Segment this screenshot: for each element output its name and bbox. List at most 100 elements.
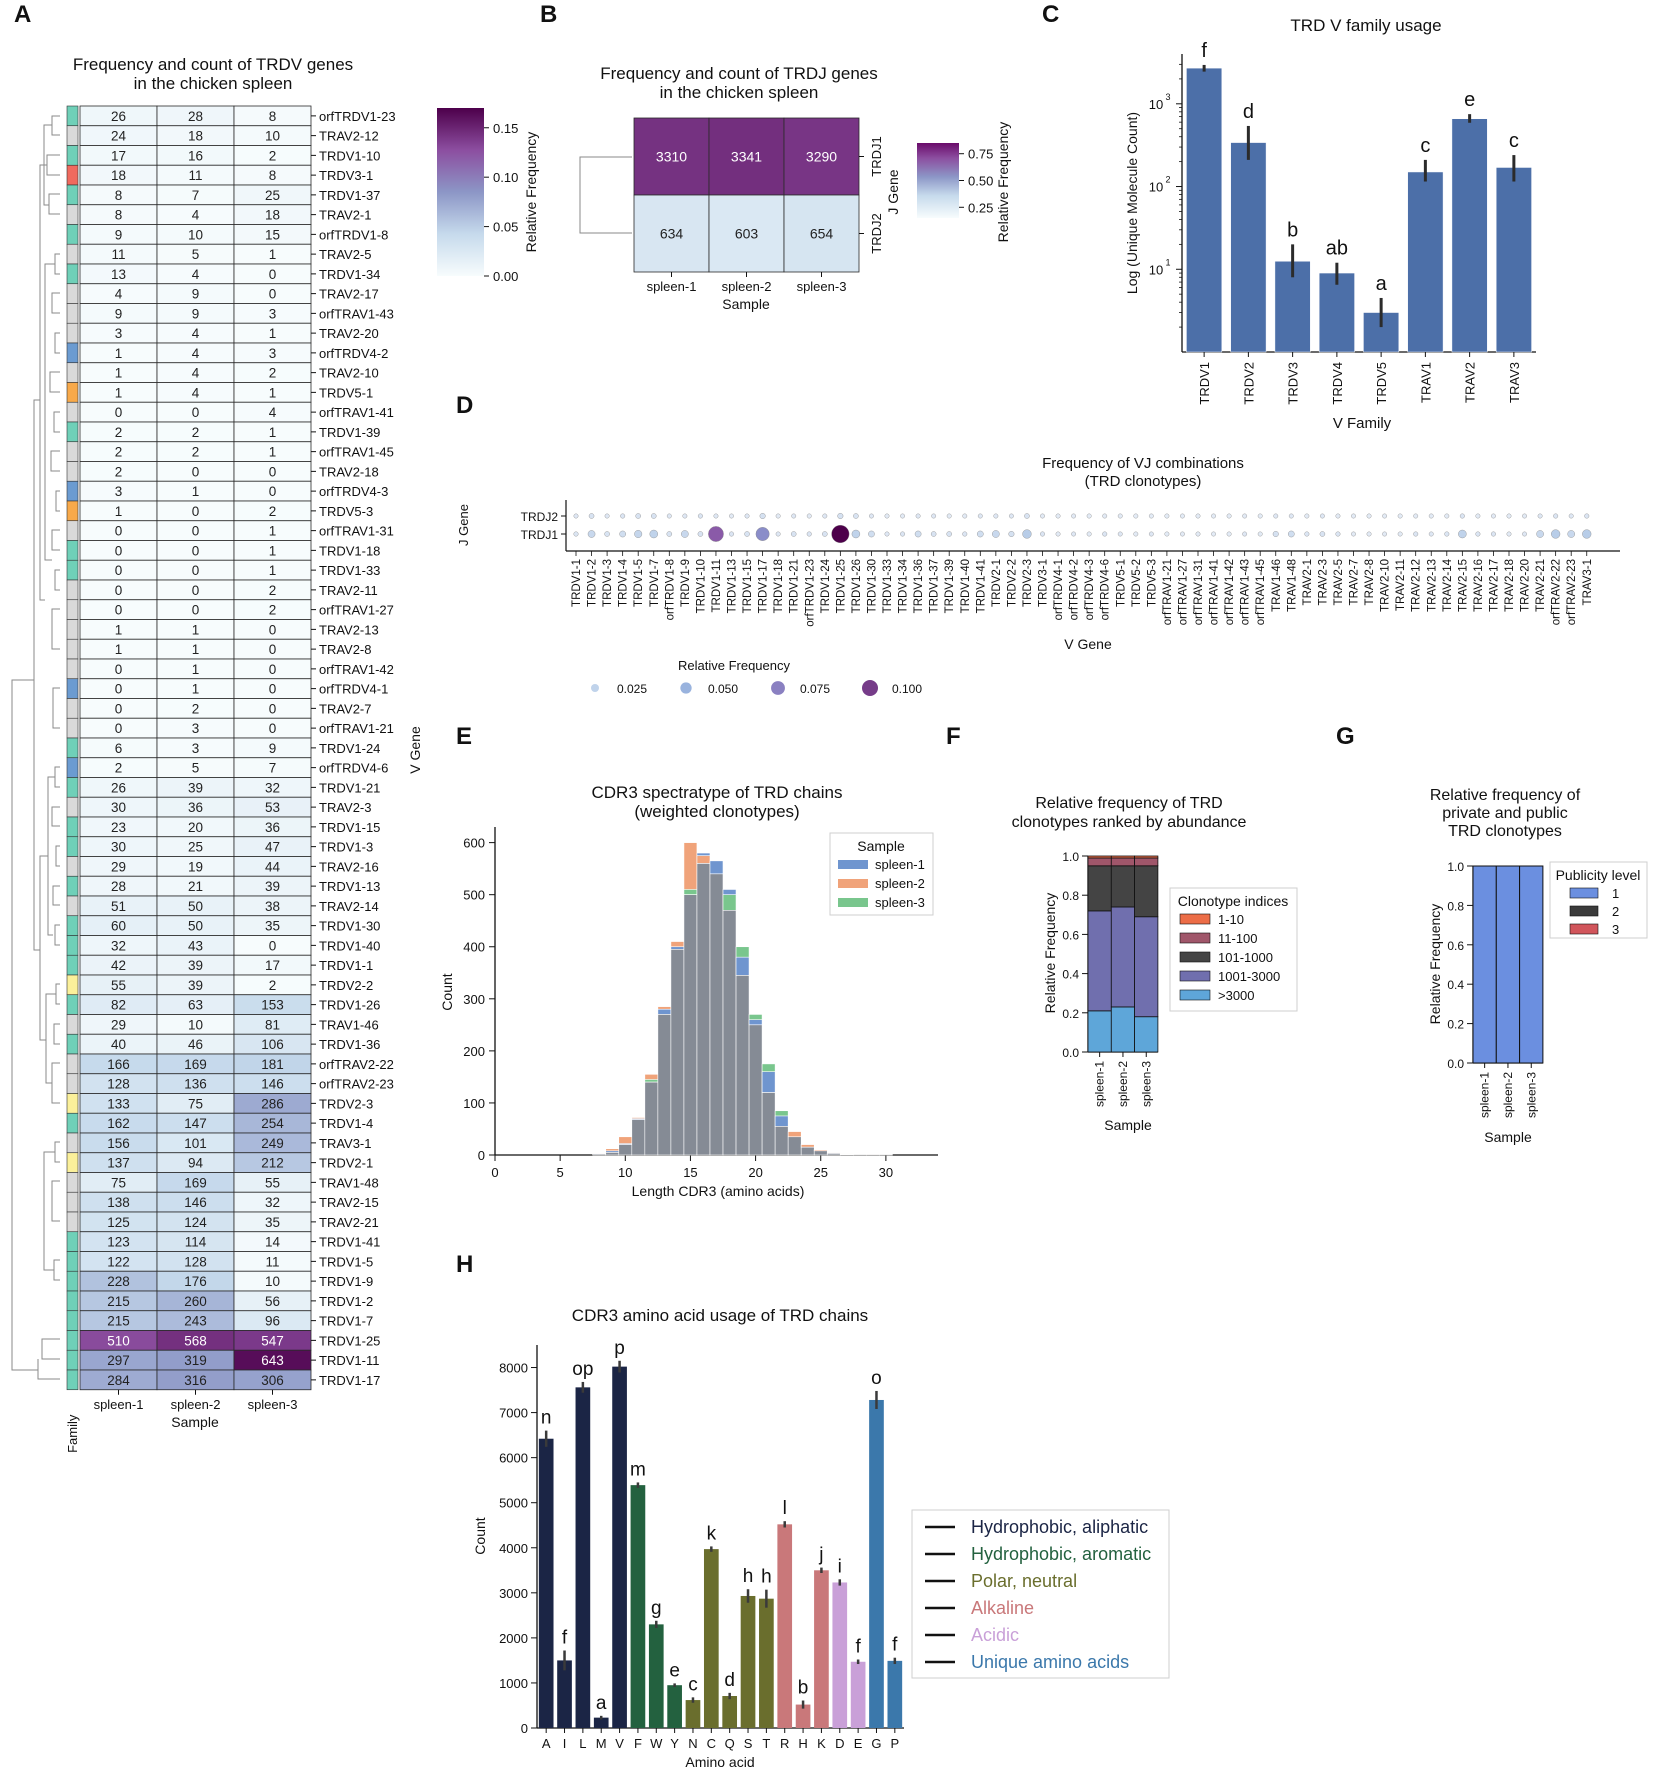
bar — [1451, 118, 1488, 353]
v-gene-label: orfTRDV1-8 — [664, 559, 676, 620]
vj-dot — [962, 513, 968, 519]
cell-value: 8 — [115, 208, 123, 223]
y-tick-label: 4000 — [499, 1541, 528, 1556]
vj-dot — [1582, 529, 1592, 539]
colorbar-tick-label: 0.00 — [493, 269, 518, 284]
vj-dot — [993, 513, 999, 519]
x-tick-label: W — [650, 1736, 663, 1751]
legend-label: Acidic — [971, 1625, 1019, 1645]
bar — [630, 1485, 646, 1728]
vj-dot — [620, 513, 626, 519]
cell-value: 1 — [269, 247, 277, 262]
significance-letter: o — [871, 1368, 882, 1389]
vj-dot — [1180, 531, 1185, 537]
cell-value: 0 — [269, 287, 277, 302]
significance-letter: d — [1243, 101, 1254, 123]
cell-value: 510 — [107, 1333, 130, 1348]
v-gene-label: TRDV5-3 — [1146, 559, 1158, 607]
panel-g-ylabel: Relative Frequency — [1427, 904, 1443, 1025]
vj-dot — [868, 530, 875, 538]
gene-label: TRAV1-48 — [319, 1175, 379, 1190]
cell-value: 82 — [111, 998, 126, 1013]
gene-label: TRAV2-11 — [319, 583, 378, 598]
gene-label: TRAV2-21 — [319, 1215, 379, 1230]
vj-dot — [744, 531, 750, 537]
v-gene-label: orfTRAV1-31 — [1193, 559, 1205, 625]
y-tick-label: 0.0 — [1447, 1057, 1464, 1071]
x-tick-label: I — [563, 1736, 567, 1751]
histogram-bar-overlap — [735, 975, 750, 1156]
vj-dot — [884, 531, 890, 537]
v-gene-label: TRDV1-4 — [618, 558, 630, 607]
family-swatch — [66, 1330, 79, 1351]
stacked-segment — [1110, 857, 1136, 867]
cell-value: 284 — [107, 1373, 130, 1388]
cell-value: 2 — [269, 603, 277, 618]
vj-dot — [791, 513, 797, 519]
bar — [575, 1387, 591, 1728]
family-swatch — [66, 1073, 79, 1094]
panel-c-title: TRD V family usage — [1290, 16, 1441, 35]
v-gene-label: orfTRDV4-1 — [1053, 559, 1065, 620]
cell-value: 146 — [261, 1077, 284, 1092]
vj-dot — [1133, 531, 1139, 537]
v-gene-label: TRDV1-11 — [711, 559, 723, 612]
histogram-bar-spleen-1 — [879, 1154, 893, 1156]
vj-dot — [682, 513, 688, 519]
vj-dot — [1553, 513, 1559, 519]
significance-letter: c — [1509, 130, 1519, 152]
cell-value: 181 — [261, 1057, 284, 1072]
panel-e-xlabel: Length CDR3 (amino acids) — [632, 1183, 805, 1199]
bar — [612, 1366, 627, 1728]
vj-dot — [1040, 531, 1045, 537]
y-tick-label: 0 — [478, 1148, 485, 1163]
histogram-bar-overlap — [813, 1150, 828, 1156]
cell-value: 4 — [192, 346, 200, 361]
cell-value: 212 — [261, 1156, 284, 1171]
cell-value: 29 — [111, 859, 126, 874]
v-gene-label: TRDV1-40 — [960, 559, 972, 613]
cell-value: 0 — [192, 524, 200, 539]
y-tick-label: 0.4 — [1447, 978, 1464, 992]
column-label: spleen-1 — [94, 1397, 144, 1412]
y-tick-label: 200 — [463, 1044, 485, 1059]
vj-dot — [851, 529, 861, 539]
gene-label: TRAV2-10 — [319, 366, 379, 381]
stacked-segment — [1472, 865, 1497, 1064]
family-swatch — [66, 1231, 79, 1252]
cell-value: 75 — [111, 1175, 126, 1190]
bar — [795, 1704, 811, 1728]
family-swatch — [66, 1369, 79, 1391]
cell-value: 4 — [192, 326, 200, 341]
cell-value: 568 — [184, 1333, 207, 1348]
v-gene-label: TRDV2-3 — [1022, 559, 1034, 607]
family-swatch — [66, 895, 79, 917]
dendrogram-lines — [11, 115, 60, 1380]
cell-value: 1 — [115, 504, 123, 519]
cell-value: 260 — [184, 1294, 207, 1309]
v-gene-label: TRAV2-11 — [1395, 559, 1407, 611]
x-tick-label: 15 — [683, 1165, 697, 1180]
v-gene-label: TRDV1-24 — [820, 558, 832, 613]
panel-g-title-line2: private and public — [1442, 805, 1567, 822]
cell-value: 1 — [192, 662, 200, 677]
cell-value: 16 — [188, 148, 203, 163]
gene-label: TRAV2-3 — [319, 800, 372, 815]
family-swatch — [66, 1290, 79, 1312]
x-tick-label: spleen-2 — [1116, 1061, 1130, 1107]
vj-dot — [1133, 513, 1139, 519]
vj-dot — [759, 513, 766, 519]
cell-value: 249 — [261, 1136, 284, 1151]
gene-label: TRDV1-25 — [319, 1333, 380, 1348]
cell-value: 1 — [192, 622, 200, 637]
cell-value: 32 — [111, 938, 126, 953]
vj-dot — [1475, 513, 1481, 519]
gene-label: orfTRAV1-43 — [319, 306, 394, 321]
gene-label: TRDV1-26 — [319, 998, 380, 1013]
histogram-bar-spleen-1 — [735, 956, 750, 976]
family-swatch — [66, 599, 79, 620]
gene-label: TRDV1-39 — [319, 425, 380, 440]
cell-value: 125 — [107, 1215, 130, 1230]
legend-label: spleen-3 — [875, 895, 925, 910]
vj-dot — [1117, 531, 1123, 537]
